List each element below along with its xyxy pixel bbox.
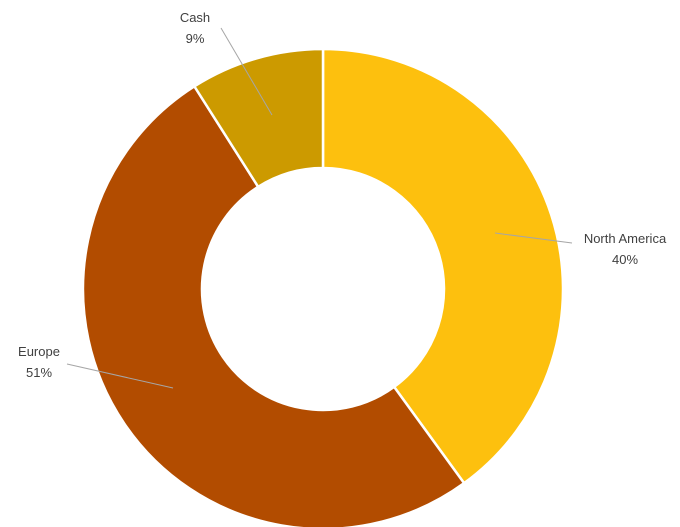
slice-cash: [193, 47, 325, 189]
data-label-category-cash: Cash: [180, 10, 210, 25]
data-label-value-cash: 9%: [186, 31, 205, 46]
data-label-category-europe: Europe: [18, 344, 60, 359]
data-label-category-north-america: North America: [584, 231, 667, 246]
data-labels-layer: North America 40% Europe 51% Cash 9%: [18, 10, 667, 380]
data-label-value-north-america: 40%: [612, 252, 638, 267]
slices-layer: [81, 47, 565, 527]
slice-europe: [81, 85, 466, 527]
leader-line-cash: [220, 27, 273, 116]
leader-line-europe: [66, 363, 174, 389]
data-label-value-europe: 51%: [26, 365, 52, 380]
leader-line-north-america: [494, 232, 573, 244]
leader-lines-layer: [66, 27, 573, 389]
slice-north-america: [321, 47, 565, 485]
